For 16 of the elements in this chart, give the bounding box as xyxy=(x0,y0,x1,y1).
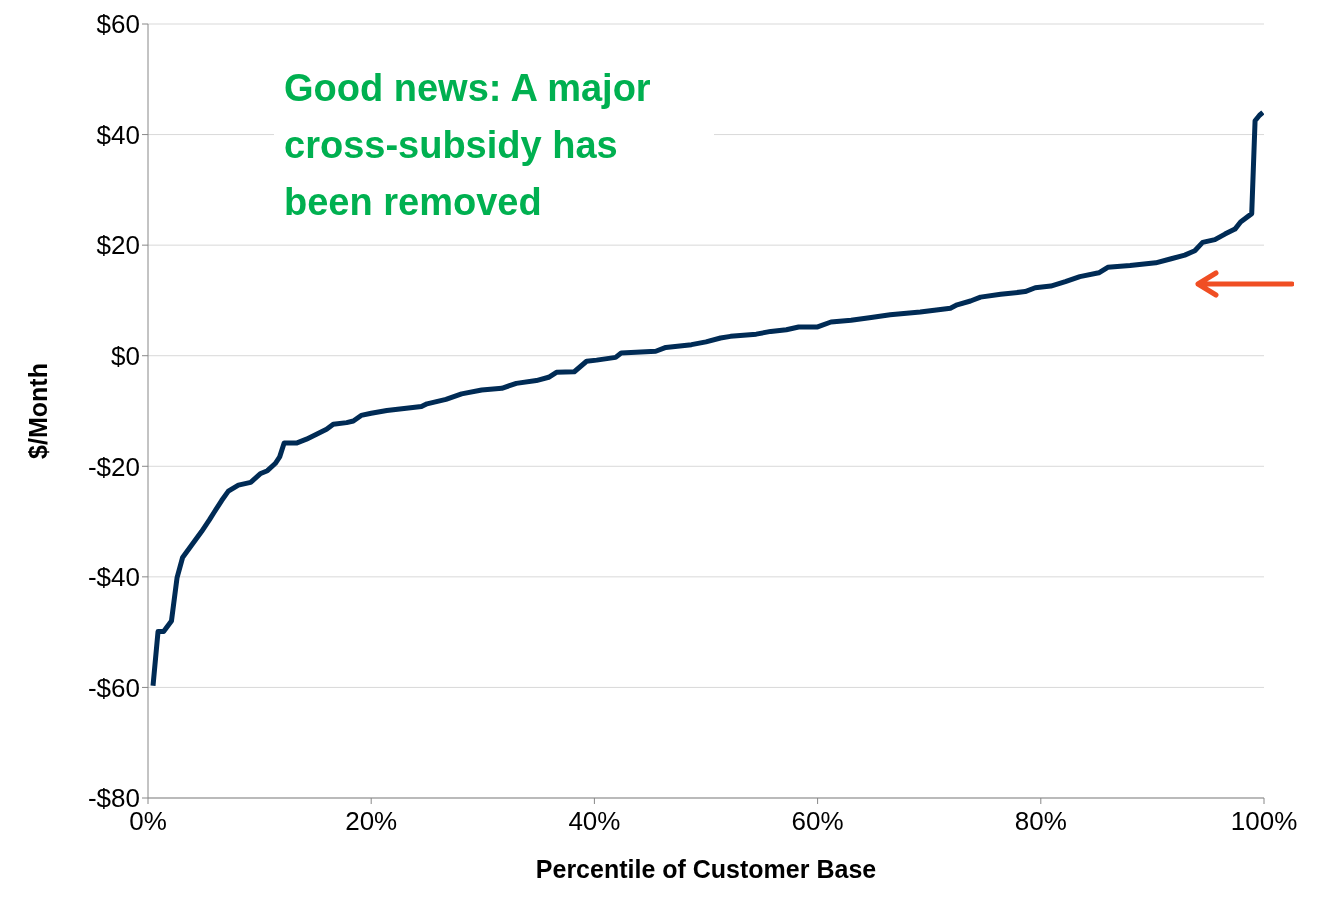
y-tick-label: $0 xyxy=(111,340,140,371)
x-axis-title: Percentile of Customer Base xyxy=(535,855,877,883)
y-axis-title: $/Month xyxy=(23,363,52,459)
x-tick-label: 80% xyxy=(1014,806,1067,837)
annotation: Good news: A major cross-subsidy has been removed xyxy=(274,60,714,231)
x-tick-label: 0% xyxy=(129,806,167,837)
y-tick-label: $60 xyxy=(96,9,140,40)
y-tick-label: $20 xyxy=(96,230,140,261)
y-tick-label: -$60 xyxy=(87,672,140,703)
y-tick-label: -$20 xyxy=(87,451,140,482)
x-tick-label: 60% xyxy=(791,806,844,837)
y-tick-label: $40 xyxy=(96,119,140,150)
x-tick-label: 100% xyxy=(1230,806,1298,837)
x-tick-label: 20% xyxy=(345,806,398,837)
y-tick-label: -$40 xyxy=(87,562,140,593)
x-tick-label: 40% xyxy=(568,806,621,837)
